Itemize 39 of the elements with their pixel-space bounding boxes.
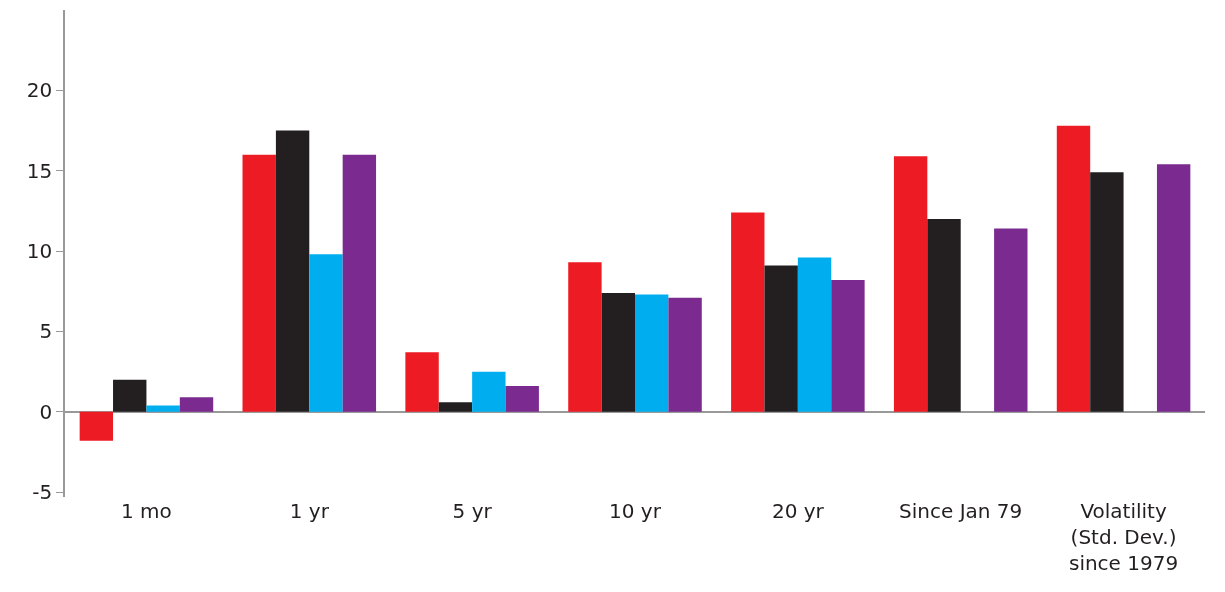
bar — [472, 371, 506, 412]
bar — [668, 297, 702, 412]
bar — [764, 265, 798, 412]
bar — [568, 262, 602, 412]
bar — [146, 405, 180, 412]
bar — [275, 130, 310, 412]
bar — [79, 411, 114, 441]
bar — [1090, 172, 1124, 412]
x-tick-label: Since Jan 79 — [899, 499, 1023, 523]
bar — [797, 257, 832, 412]
bar — [893, 156, 928, 412]
x-tick-label: 5 yr — [452, 499, 493, 523]
bar — [1056, 125, 1091, 412]
x-tick-label: 1 yr — [289, 499, 330, 523]
y-tick-label: -5 — [32, 480, 53, 505]
y-tick-label: 10 — [26, 239, 53, 264]
x-tick-label: 1 mo — [121, 499, 172, 523]
y-tick-label: 5 — [39, 319, 53, 344]
x-tick-label: Volatility (Std. Dev.) since 1979 — [1068, 499, 1179, 575]
bar — [113, 379, 147, 412]
bar — [309, 254, 343, 412]
bar — [438, 402, 473, 412]
bar — [242, 154, 276, 412]
bar — [179, 397, 214, 412]
bar — [927, 218, 961, 412]
y-tick-label: 20 — [26, 78, 53, 103]
x-tick-label: 10 yr — [609, 499, 662, 523]
y-tick-label: 15 — [26, 158, 53, 183]
bar — [405, 352, 439, 412]
bar — [635, 294, 669, 412]
bar — [1156, 164, 1191, 412]
y-tick-label: 0 — [39, 399, 53, 424]
bar — [342, 154, 377, 412]
bar — [731, 212, 765, 412]
bar — [505, 386, 539, 412]
x-tick-label: 20 yr — [771, 499, 825, 523]
bar — [831, 280, 865, 412]
bar — [601, 292, 635, 412]
bar — [994, 228, 1028, 412]
